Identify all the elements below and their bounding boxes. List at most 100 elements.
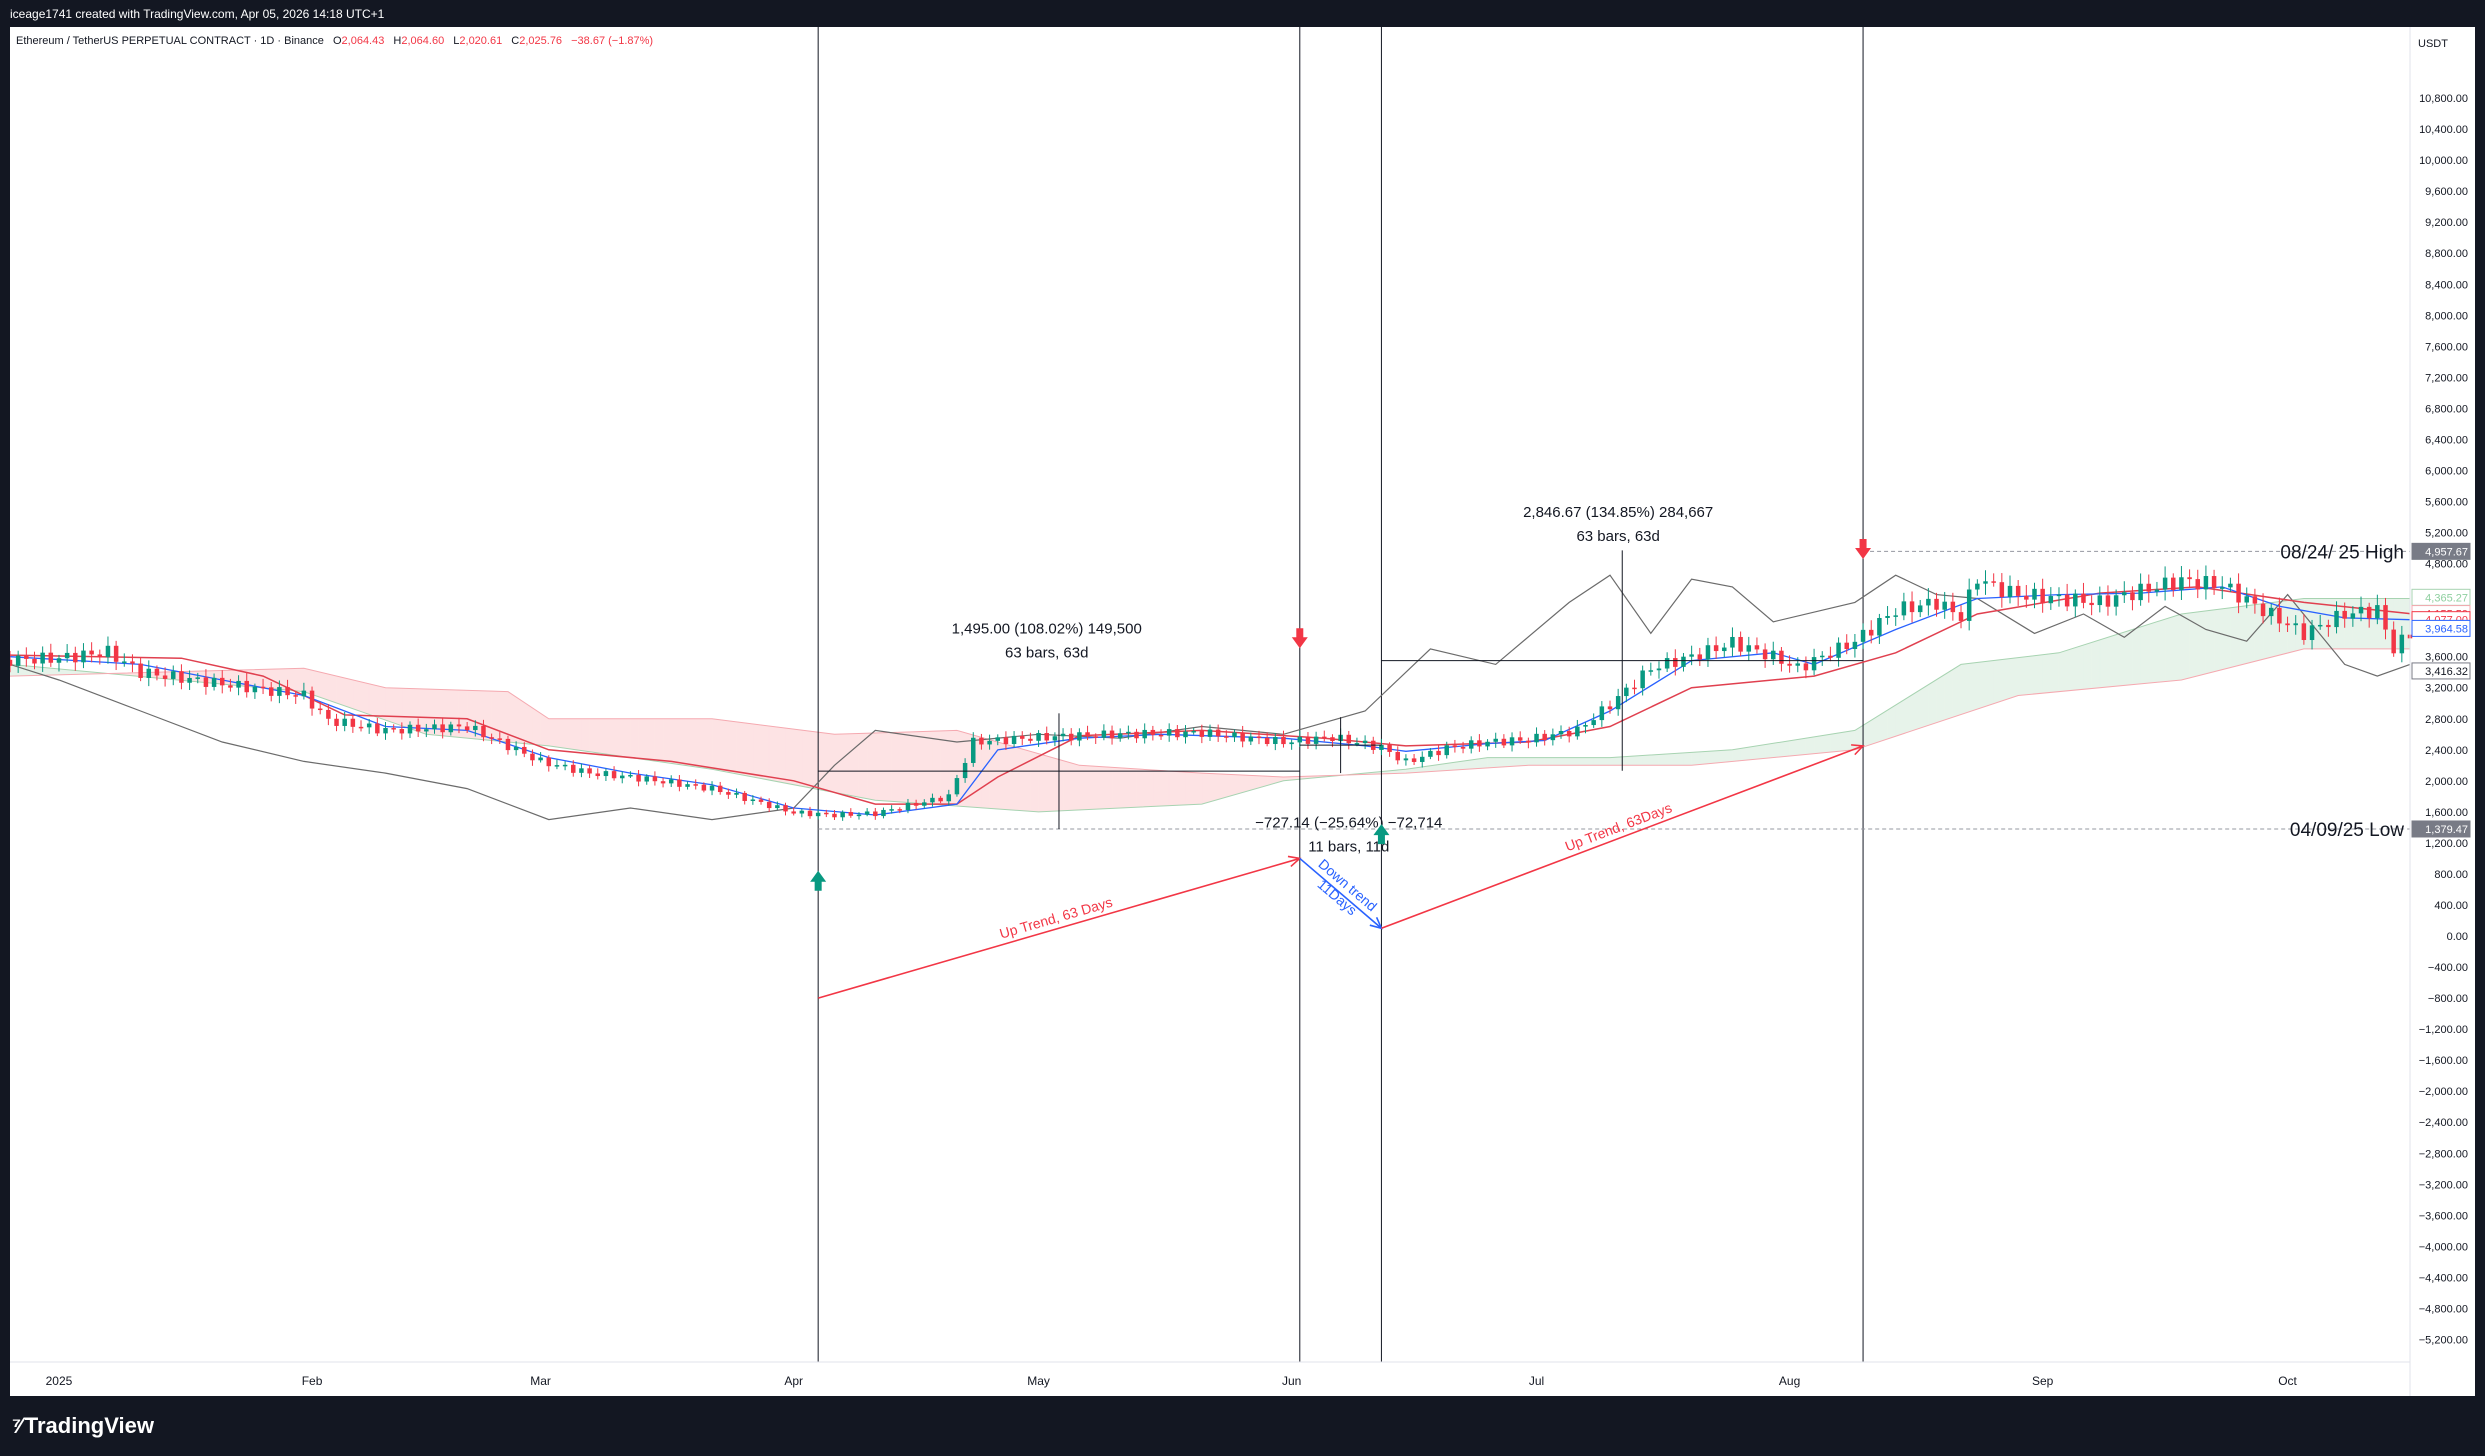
- cloud-segment: [1062, 760, 1072, 811]
- candle-body: [1730, 636, 1735, 648]
- candle-body: [2113, 595, 2119, 607]
- candle-body: [2342, 610, 2347, 619]
- candle-body: [179, 671, 184, 683]
- cloud-segment: [605, 718, 615, 756]
- cloud-segment: [1544, 757, 1554, 766]
- candle-body: [913, 802, 919, 806]
- candle-body: [1877, 617, 1882, 636]
- cloud-segment: [1046, 755, 1056, 812]
- cloud-segment: [2034, 654, 2043, 695]
- candle-body: [848, 812, 854, 816]
- tenkan-line: [9, 586, 2411, 816]
- candle-body: [2399, 634, 2405, 654]
- cloud-segment: [401, 687, 411, 729]
- cloud-segment: [1168, 770, 1178, 806]
- candle-body: [1330, 737, 1335, 742]
- candle-body: [897, 809, 903, 811]
- candle-body: [1101, 730, 1107, 738]
- cloud-segment: [2091, 639, 2101, 689]
- cloud-segment: [524, 701, 533, 745]
- candle-body: [1664, 658, 1670, 669]
- candle-body: [1909, 601, 1915, 613]
- candle-body: [473, 725, 478, 731]
- ichimoku-cloud: [9, 598, 2411, 813]
- candle-body: [1762, 649, 1768, 660]
- price-tick-label: −3,200.00: [2419, 1179, 2468, 1191]
- time-tick-label: May: [1027, 1374, 1050, 1388]
- cloud-segment: [2189, 611, 2199, 679]
- measure-label: 1,495.00 (108.02%) 149,500: [952, 620, 1142, 637]
- candle-body: [505, 738, 511, 751]
- cloud-segment: [1797, 737, 1807, 756]
- cloud-segment: [883, 732, 892, 802]
- candle-body: [1509, 737, 1515, 746]
- cloud-segment: [1503, 757, 1513, 768]
- candle-body: [1305, 736, 1311, 744]
- cloud-segment: [981, 737, 990, 809]
- cloud-segment: [719, 719, 729, 773]
- tradingview-logo[interactable]: ⁷⁄ TradingView: [12, 1413, 154, 1439]
- candle-body: [40, 652, 45, 664]
- candle-body: [1697, 654, 1703, 660]
- price-tick-label: 8,800.00: [2425, 248, 2468, 260]
- cloud-segment: [842, 733, 852, 796]
- candle-body: [685, 784, 690, 787]
- cloud-segment: [573, 718, 582, 751]
- cloud-segment: [1683, 752, 1692, 766]
- cloud-segment: [491, 690, 501, 742]
- candle-body: [1003, 737, 1009, 745]
- price-chart[interactable]: 08/24/ 25 High 04/09/25 Low 1,495.00 (108…: [7, 27, 2475, 1396]
- signal-down-arrow-icon: [1855, 539, 1872, 560]
- candle-body: [1420, 756, 1425, 762]
- candle-body: [375, 723, 380, 734]
- cloud-segment: [1993, 659, 2003, 704]
- cloud-segment: [924, 730, 933, 805]
- cloud-segment: [1773, 741, 1782, 758]
- attribution-bar: iceage1741 created with TradingView.com,…: [0, 0, 2485, 27]
- candle-body: [2277, 607, 2282, 624]
- cloud-segment: [1813, 735, 1823, 754]
- candle-body: [146, 668, 152, 678]
- cloud-segment: [2083, 642, 2092, 690]
- candle-body: [399, 729, 405, 734]
- cloud-segment: [2001, 658, 2011, 702]
- price-tick-label: 2,400.00: [2425, 745, 2468, 757]
- cloud-segment: [687, 718, 696, 768]
- price-tag-label: 3,416.32: [2425, 666, 2468, 678]
- candle-body: [162, 675, 168, 679]
- cloud-segment: [1805, 736, 1815, 755]
- candle-body: [1395, 751, 1400, 761]
- legend-symbol[interactable]: Ethereum / TetherUS PERPETUAL CONTRACT ·…: [16, 35, 653, 47]
- price-axis[interactable]: 10,800.00 10,400.00 10,000.00 9,600.00 9,200…: [2409, 27, 2471, 1396]
- candle-body: [1566, 730, 1572, 737]
- price-tick-label: −4,400.00: [2419, 1272, 2468, 1284]
- time-axis[interactable]: 2025 Feb Mar Apr May Jun Jul Aug Sep Oct: [10, 1361, 2410, 1388]
- candle-body: [1248, 736, 1254, 742]
- candle-body: [2244, 596, 2249, 603]
- cloud-segment: [2319, 598, 2329, 650]
- candle-body: [1607, 706, 1613, 710]
- candle-body: [1795, 663, 1800, 666]
- candle-body: [1934, 598, 1939, 610]
- candle-body: [905, 802, 911, 810]
- time-tick-label: Mar: [530, 1374, 551, 1388]
- price-tag-label: 3,964.58: [2425, 623, 2468, 635]
- candle-body: [1966, 589, 1972, 621]
- candle-body: [742, 792, 747, 801]
- currency-label[interactable]: USDT: [2418, 38, 2448, 50]
- cloud-segment: [1642, 754, 1652, 766]
- cloud-segment: [1740, 746, 1750, 761]
- candle-body: [1158, 734, 1164, 737]
- candle-body: [244, 680, 249, 693]
- cloud-segment: [736, 721, 745, 776]
- chart-frame[interactable]: 08/24/ 25 High 04/09/25 Low 1,495.00 (108…: [7, 27, 2475, 1396]
- candle-body: [1975, 583, 1980, 590]
- cloud-segment: [581, 718, 590, 753]
- candle-body: [1313, 736, 1319, 744]
- cloud-segment: [1528, 757, 1537, 766]
- cloud-segment: [1911, 689, 1921, 732]
- price-tick-label: −800.00: [2428, 993, 2468, 1005]
- cloud-segment: [809, 730, 819, 790]
- candle-body: [930, 797, 935, 803]
- cloud-segment: [1634, 755, 1643, 766]
